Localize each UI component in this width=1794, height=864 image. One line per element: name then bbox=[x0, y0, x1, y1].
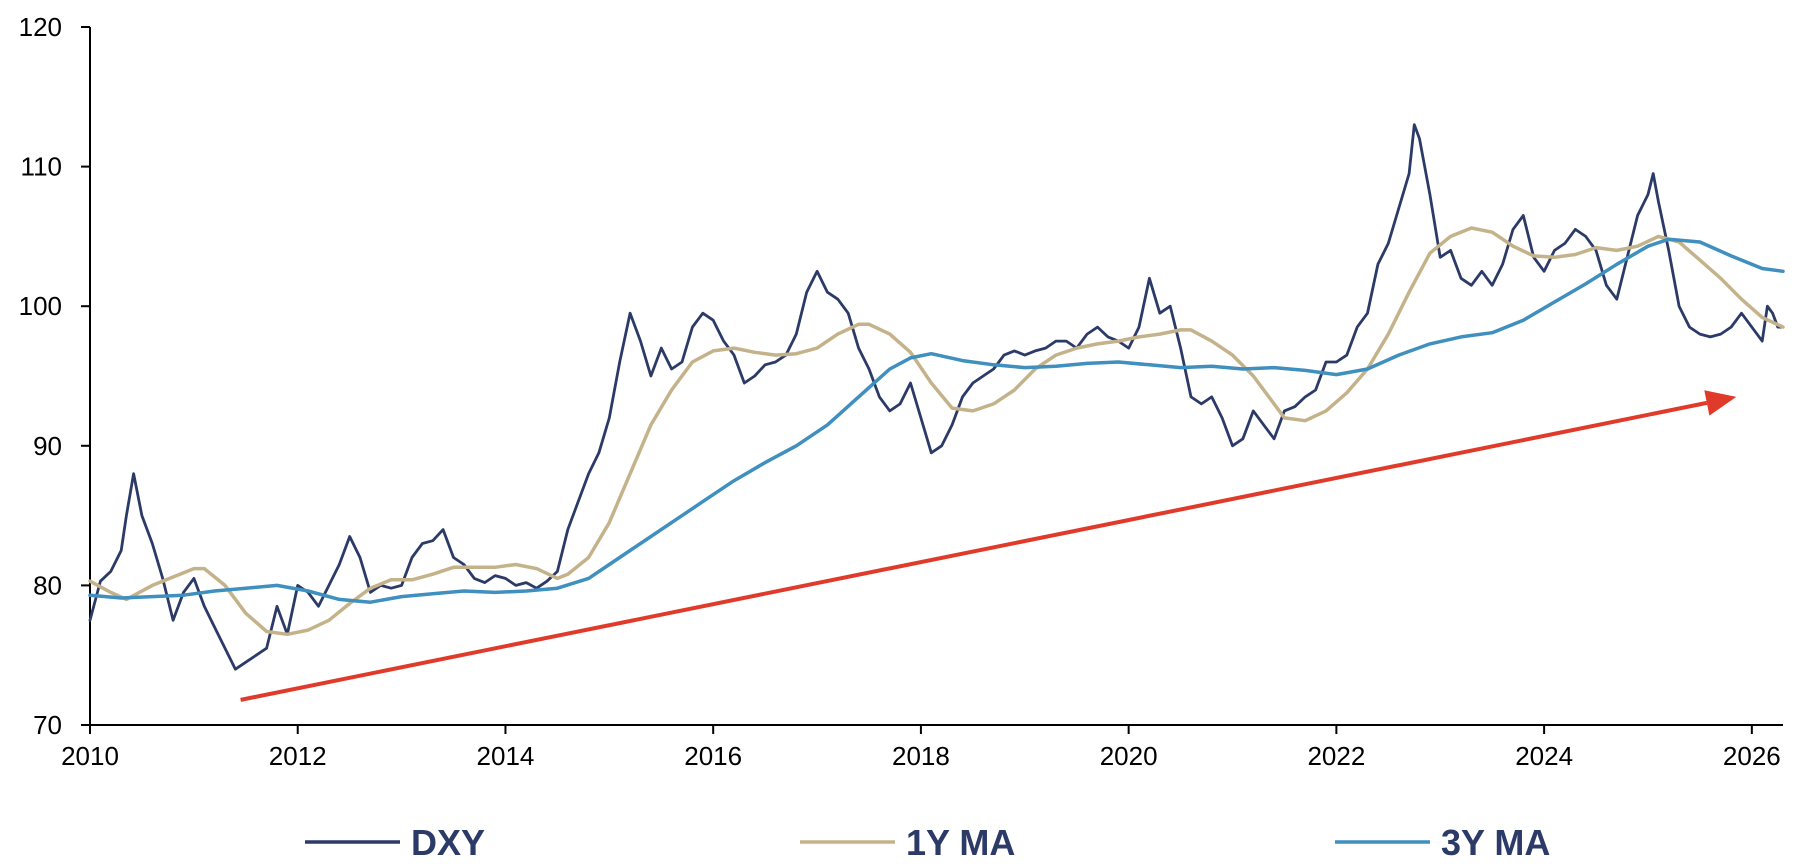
x-tick-label: 2020 bbox=[1100, 741, 1158, 771]
legend-label: 1Y MA bbox=[906, 822, 1015, 863]
y-tick-label: 120 bbox=[19, 12, 62, 42]
trend-arrow-line bbox=[240, 400, 1708, 702]
y-tick-label: 70 bbox=[33, 710, 62, 740]
series-layer bbox=[88, 123, 1785, 671]
x-tick-label: 2018 bbox=[892, 741, 950, 771]
x-tick-label: 2024 bbox=[1515, 741, 1573, 771]
series-line-1y-ma bbox=[88, 226, 1785, 637]
x-tick-label: 2016 bbox=[684, 741, 742, 771]
legend-label: 3Y MA bbox=[1441, 822, 1550, 863]
legend: DXY 1Y MA 3Y MA bbox=[305, 822, 1550, 863]
x-tick-label: 2022 bbox=[1307, 741, 1365, 771]
x-tick-label: 2012 bbox=[269, 741, 327, 771]
y-tick-label: 110 bbox=[21, 152, 62, 182]
trend-arrow-head bbox=[1704, 390, 1737, 416]
x-tick-label: 2014 bbox=[477, 741, 535, 771]
axes: 70 80 90 100 110 120 2010 2012 2014 2016 2018 2020… bbox=[19, 12, 1783, 771]
x-tick-label: 2010 bbox=[61, 741, 119, 771]
y-tick-label: 90 bbox=[33, 431, 62, 461]
y-tick-label: 80 bbox=[33, 570, 62, 600]
y-axis-ticks: 70 80 90 100 110 120 bbox=[19, 12, 90, 740]
x-axis-ticks: 2010 2012 2014 2016 2018 2020 2022 2024 2026 bbox=[61, 725, 1781, 771]
legend-label: DXY bbox=[411, 822, 485, 863]
series-line-dxy bbox=[88, 123, 1785, 671]
y-tick-label: 100 bbox=[19, 291, 62, 321]
x-tick-label: 2026 bbox=[1723, 741, 1781, 771]
annotation-layer bbox=[240, 390, 1737, 702]
series-line-3y-ma bbox=[88, 237, 1785, 604]
